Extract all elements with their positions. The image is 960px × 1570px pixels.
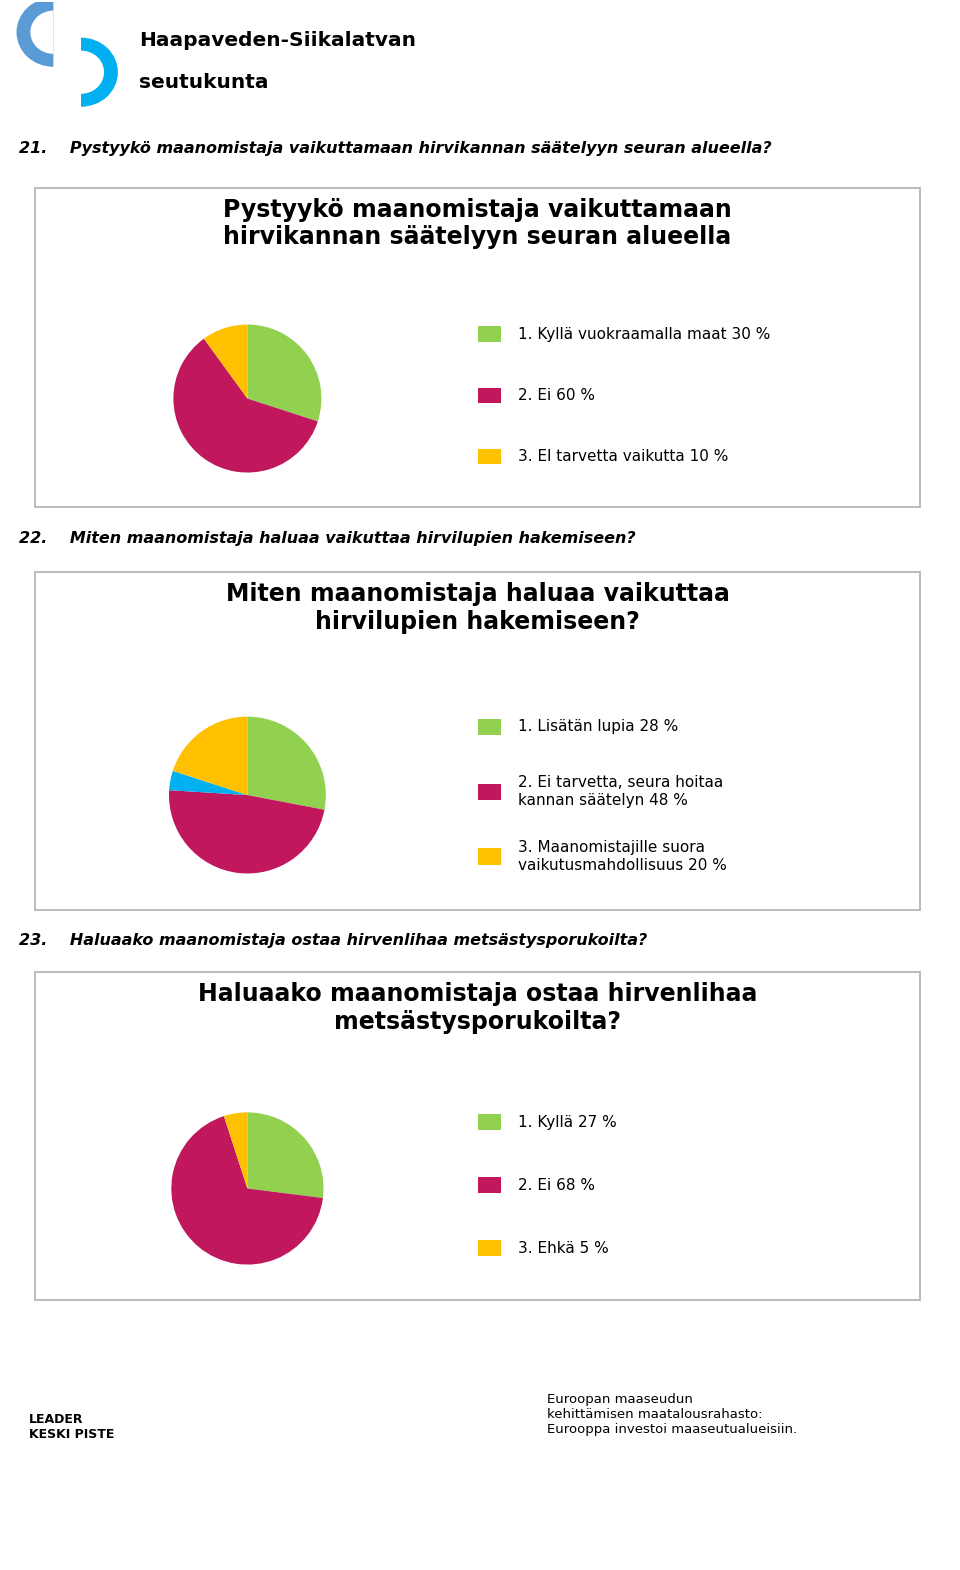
FancyBboxPatch shape bbox=[35, 571, 920, 911]
Text: 2. Ei 68 %: 2. Ei 68 % bbox=[518, 1178, 595, 1193]
Bar bbox=[477, 1240, 501, 1256]
Text: 3. Maanomistajille suora
vaikutusmahdollisuus 20 %: 3. Maanomistajille suora vaikutusmahdoll… bbox=[518, 840, 727, 873]
Wedge shape bbox=[171, 1116, 323, 1264]
Text: 21.    Pystyykö maanomistaja vaikuttamaan hirvikannan säätelyyn seuran alueella?: 21. Pystyykö maanomistaja vaikuttamaan h… bbox=[19, 141, 772, 155]
Text: 2. Ei tarvetta, seura hoitaa
kannan säätelyn 48 %: 2. Ei tarvetta, seura hoitaa kannan säät… bbox=[518, 776, 724, 809]
Wedge shape bbox=[248, 1113, 324, 1198]
Bar bbox=[477, 783, 501, 799]
Wedge shape bbox=[248, 325, 322, 421]
Wedge shape bbox=[169, 771, 248, 794]
Wedge shape bbox=[81, 50, 104, 94]
Bar bbox=[477, 1115, 501, 1130]
Wedge shape bbox=[173, 716, 248, 794]
Bar bbox=[477, 848, 501, 865]
Text: 3. El tarvetta vaikutta 10 %: 3. El tarvetta vaikutta 10 % bbox=[518, 449, 729, 465]
Text: 1. Lisätän lupia 28 %: 1. Lisätän lupia 28 % bbox=[518, 719, 679, 735]
Text: Pystyykö maanomistaja vaikuttamaan
hirvikannan säätelyyn seuran alueella: Pystyykö maanomistaja vaikuttamaan hirvi… bbox=[223, 198, 732, 250]
Wedge shape bbox=[16, 0, 54, 68]
Text: 1. Kyllä vuokraamalla maat 30 %: 1. Kyllä vuokraamalla maat 30 % bbox=[518, 327, 771, 342]
Wedge shape bbox=[174, 339, 318, 473]
Bar bbox=[477, 327, 501, 342]
Bar bbox=[477, 449, 501, 465]
Bar bbox=[477, 1178, 501, 1193]
Wedge shape bbox=[224, 1113, 248, 1188]
Wedge shape bbox=[31, 11, 54, 53]
Text: 1. Kyllä 27 %: 1. Kyllä 27 % bbox=[518, 1115, 617, 1130]
Bar bbox=[477, 388, 501, 403]
Text: 2. Ei 60 %: 2. Ei 60 % bbox=[518, 388, 595, 403]
Text: 22.    Miten maanomistaja haluaa vaikuttaa hirvilupien hakemiseen?: 22. Miten maanomistaja haluaa vaikuttaa … bbox=[19, 532, 636, 546]
Text: Miten maanomistaja haluaa vaikuttaa
hirvilupien hakemiseen?: Miten maanomistaja haluaa vaikuttaa hirv… bbox=[226, 582, 730, 634]
Wedge shape bbox=[248, 716, 325, 810]
Wedge shape bbox=[81, 38, 118, 107]
Text: Euroopan maaseudun
kehittämisen maatalousrahasto:
Eurooppa investoi maaseutualue: Euroopan maaseudun kehittämisen maatalou… bbox=[547, 1393, 798, 1435]
Text: 3. Ehkä 5 %: 3. Ehkä 5 % bbox=[518, 1240, 609, 1256]
Text: seutukunta: seutukunta bbox=[139, 74, 269, 93]
Bar bbox=[477, 719, 501, 735]
FancyBboxPatch shape bbox=[35, 188, 920, 507]
Wedge shape bbox=[204, 325, 248, 399]
Text: Haapaveden-Siikalatvan: Haapaveden-Siikalatvan bbox=[139, 31, 417, 50]
FancyBboxPatch shape bbox=[35, 972, 920, 1300]
Text: LEADER
KESKI PISTE: LEADER KESKI PISTE bbox=[29, 1413, 114, 1441]
Wedge shape bbox=[169, 790, 324, 873]
Text: 23.    Haluaako maanomistaja ostaa hirvenlihaa metsästysporukoilta?: 23. Haluaako maanomistaja ostaa hirvenli… bbox=[19, 933, 647, 948]
Text: Haluaako maanomistaja ostaa hirvenlihaa
metsästysporukoilta?: Haluaako maanomistaja ostaa hirvenlihaa … bbox=[198, 981, 757, 1033]
